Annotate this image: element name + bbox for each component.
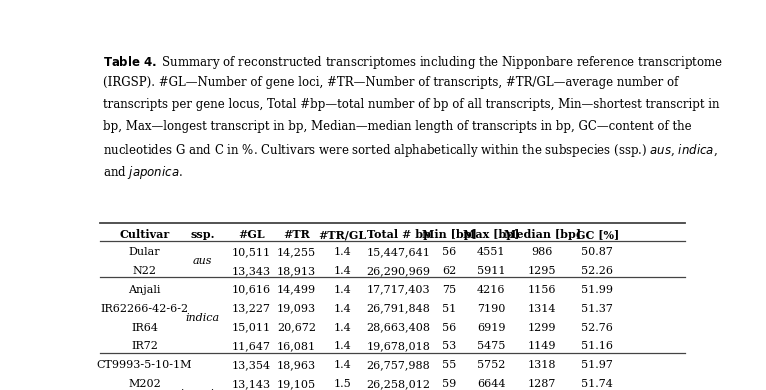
Text: 52.76: 52.76	[581, 323, 614, 333]
Text: 18,963: 18,963	[277, 360, 316, 370]
Text: 14,255: 14,255	[277, 247, 316, 257]
Text: 51.37: 51.37	[581, 303, 614, 314]
Text: 19,678,018: 19,678,018	[367, 342, 430, 351]
Text: CT9993-5-10-1M: CT9993-5-10-1M	[97, 360, 192, 370]
Text: Anjali: Anjali	[128, 285, 161, 295]
Text: Max [bp]: Max [bp]	[463, 229, 519, 240]
Text: 1.4: 1.4	[333, 303, 351, 314]
Text: bp, Max—longest transcript in bp, Median—median length of transcripts in bp, GC—: bp, Max—longest transcript in bp, Median…	[103, 120, 692, 133]
Text: 53: 53	[443, 342, 457, 351]
Text: 1.4: 1.4	[333, 247, 351, 257]
Text: aus: aus	[193, 256, 212, 266]
Text: Cultivar: Cultivar	[119, 229, 169, 240]
Text: transcripts per gene locus, Total #bp—total number of bp of all transcripts, Min: transcripts per gene locus, Total #bp—to…	[103, 98, 719, 111]
Text: 10,616: 10,616	[232, 285, 271, 295]
Text: #TR/GL: #TR/GL	[318, 229, 366, 240]
Text: indica: indica	[185, 313, 220, 323]
Text: IR62266-42-6-2: IR62266-42-6-2	[100, 303, 188, 314]
Text: 51.99: 51.99	[581, 285, 614, 295]
Text: 51.97: 51.97	[581, 360, 614, 370]
Text: 55: 55	[443, 360, 457, 370]
Text: 26,290,969: 26,290,969	[366, 266, 430, 276]
Text: 13,354: 13,354	[232, 360, 271, 370]
Text: 18,913: 18,913	[277, 266, 316, 276]
Text: 14,499: 14,499	[277, 285, 316, 295]
Text: 1318: 1318	[528, 360, 556, 370]
Text: 17,717,403: 17,717,403	[367, 285, 430, 295]
Text: 10,511: 10,511	[232, 247, 271, 257]
Text: 7190: 7190	[477, 303, 506, 314]
Text: 28,663,408: 28,663,408	[366, 323, 430, 333]
Text: 6644: 6644	[477, 379, 506, 389]
Text: 51.74: 51.74	[581, 379, 614, 389]
Text: japonica: japonica	[178, 389, 227, 390]
Text: 13,143: 13,143	[232, 379, 271, 389]
Text: M202: M202	[128, 379, 161, 389]
Text: 15,011: 15,011	[232, 323, 271, 333]
Text: Min [bp]: Min [bp]	[422, 229, 477, 240]
Text: 56: 56	[443, 323, 457, 333]
Text: 1.4: 1.4	[333, 266, 351, 276]
Text: 1149: 1149	[528, 342, 556, 351]
Text: 50.87: 50.87	[581, 247, 614, 257]
Text: 16,081: 16,081	[277, 342, 316, 351]
Text: Total # bp: Total # bp	[366, 229, 430, 240]
Text: 4551: 4551	[477, 247, 506, 257]
Text: 1.4: 1.4	[333, 360, 351, 370]
Text: $\mathbf{Table\ 4.}$ Summary of reconstructed transcriptomes including the Nippo: $\mathbf{Table\ 4.}$ Summary of reconstr…	[103, 54, 723, 71]
Text: 59: 59	[443, 379, 457, 389]
Text: 26,757,988: 26,757,988	[367, 360, 430, 370]
Text: 5752: 5752	[477, 360, 506, 370]
Text: nucleotides G and C in %. Cultivars were sorted alphabetically within the subspe: nucleotides G and C in %. Cultivars were…	[103, 142, 718, 159]
Text: and $\it{japonica}$.: and $\it{japonica}$.	[103, 164, 183, 181]
Text: 51: 51	[443, 303, 457, 314]
Text: IR64: IR64	[131, 323, 158, 333]
Text: 1156: 1156	[528, 285, 556, 295]
Text: 11,647: 11,647	[232, 342, 271, 351]
Text: Dular: Dular	[129, 247, 160, 257]
Text: 1.4: 1.4	[333, 323, 351, 333]
Text: 56: 56	[443, 247, 457, 257]
Text: 1287: 1287	[528, 379, 556, 389]
Text: 13,343: 13,343	[232, 266, 271, 276]
Text: 13,227: 13,227	[232, 303, 271, 314]
Text: 62: 62	[443, 266, 457, 276]
Text: 75: 75	[443, 285, 457, 295]
Text: ssp.: ssp.	[191, 229, 214, 240]
Text: 4216: 4216	[477, 285, 506, 295]
Text: 1.5: 1.5	[333, 379, 351, 389]
Text: 1.4: 1.4	[333, 342, 351, 351]
Text: 1314: 1314	[528, 303, 556, 314]
Text: #TR: #TR	[283, 229, 309, 240]
Text: 26,258,012: 26,258,012	[366, 379, 430, 389]
Text: 986: 986	[532, 247, 553, 257]
Text: 15,447,641: 15,447,641	[367, 247, 430, 257]
Text: 1.4: 1.4	[333, 285, 351, 295]
Text: 5911: 5911	[477, 266, 506, 276]
Text: 1295: 1295	[528, 266, 556, 276]
Text: 19,093: 19,093	[277, 303, 316, 314]
Text: N22: N22	[133, 266, 156, 276]
Text: 52.26: 52.26	[581, 266, 614, 276]
Text: GC [%]: GC [%]	[576, 229, 619, 240]
Text: (IRGSP). #GL—Number of gene loci, #TR—Number of transcripts, #TR/GL—average numb: (IRGSP). #GL—Number of gene loci, #TR—Nu…	[103, 76, 678, 89]
Text: 5475: 5475	[477, 342, 506, 351]
Text: 20,672: 20,672	[277, 323, 316, 333]
Text: 51.16: 51.16	[581, 342, 614, 351]
Text: #GL: #GL	[238, 229, 264, 240]
Text: 19,105: 19,105	[277, 379, 316, 389]
Text: IR72: IR72	[131, 342, 158, 351]
Text: Median [bp]: Median [bp]	[503, 229, 581, 240]
Text: 1299: 1299	[528, 323, 556, 333]
Text: 6919: 6919	[477, 323, 506, 333]
Text: 26,791,848: 26,791,848	[367, 303, 430, 314]
